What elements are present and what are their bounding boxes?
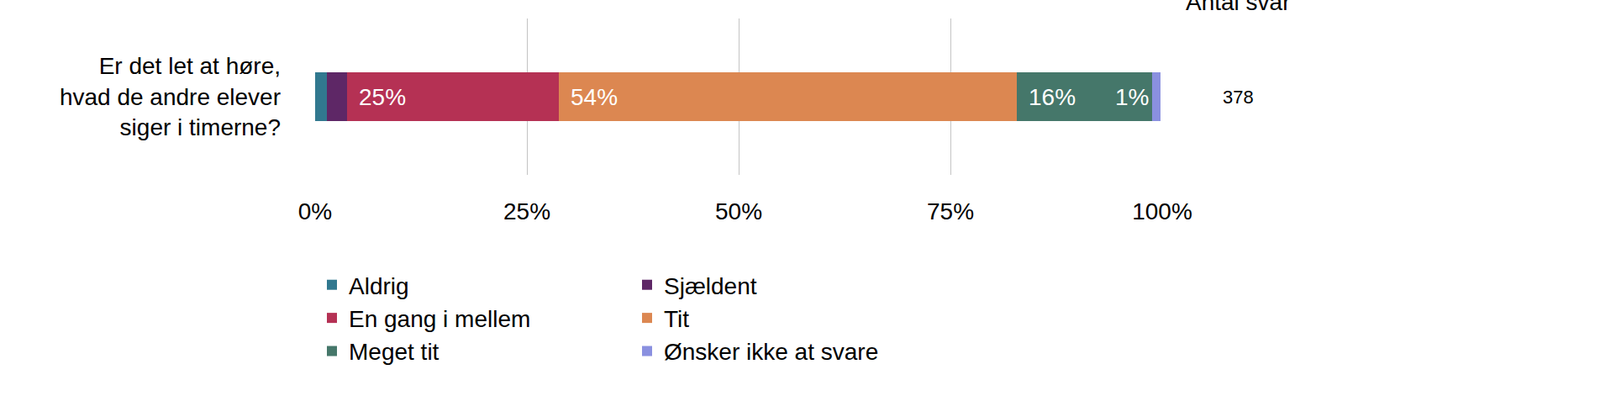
svg-text:100%: 100% xyxy=(1131,198,1193,225)
svg-text:En gang i mellem: En gang i mellem xyxy=(348,305,531,332)
svg-text:0%: 0% xyxy=(298,198,332,225)
svg-text:1%: 1% xyxy=(1115,84,1149,111)
svg-text:378: 378 xyxy=(1222,86,1254,108)
svg-text:Er det let at høre,hvad de and: Er det let at høre,hvad de andre elevers… xyxy=(59,52,281,141)
svg-text:25%: 25% xyxy=(503,198,551,225)
svg-text:75%: 75% xyxy=(926,198,974,225)
svg-text:Tit: Tit xyxy=(663,305,690,332)
svg-text:50%: 50% xyxy=(715,198,763,225)
svg-text:Sjældent: Sjældent xyxy=(663,273,758,300)
svg-text:Aldrig: Aldrig xyxy=(348,273,410,300)
svg-text:54%: 54% xyxy=(570,84,618,111)
svg-text:Antal svar: Antal svar xyxy=(1185,0,1291,16)
svg-text:Ønsker ikke at svare: Ønsker ikke at svare xyxy=(663,338,879,365)
svg-text:16%: 16% xyxy=(1028,84,1076,111)
svg-text:Meget tit: Meget tit xyxy=(348,338,440,365)
svg-text:25%: 25% xyxy=(358,84,406,111)
